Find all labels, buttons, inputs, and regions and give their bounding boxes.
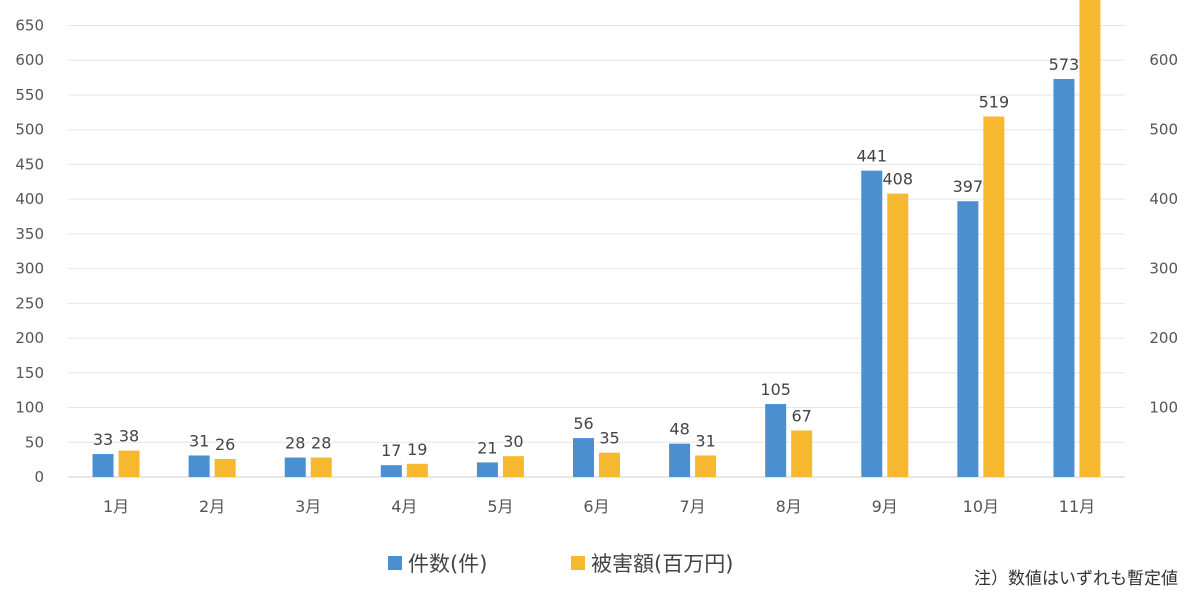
category-label: 7月 bbox=[679, 497, 705, 516]
data-label-count: 33 bbox=[93, 430, 113, 449]
right-axis-ticks: 100 200 300 400 500 600 bbox=[1149, 51, 1178, 416]
bar-count bbox=[188, 455, 210, 477]
bar-count bbox=[284, 457, 306, 477]
bar-count bbox=[1053, 78, 1075, 477]
legend: 件数(件) 被害額(百万円) bbox=[388, 552, 733, 576]
category-label: 8月 bbox=[776, 497, 802, 516]
bar-count bbox=[476, 462, 498, 477]
bar-damage bbox=[118, 450, 140, 477]
category-label: 9月 bbox=[872, 497, 898, 516]
legend-swatch-damage bbox=[571, 556, 585, 570]
category-label: 5月 bbox=[487, 497, 513, 516]
left-tick-label: 600 bbox=[15, 51, 44, 69]
category-label: 2月 bbox=[199, 497, 225, 516]
legend-label-damage: 被害額(百万円) bbox=[591, 552, 733, 576]
right-tick-label: 500 bbox=[1149, 121, 1178, 139]
legend-swatch-count bbox=[388, 556, 402, 570]
data-label-damage: 35 bbox=[599, 429, 619, 448]
right-tick-label: 400 bbox=[1149, 190, 1178, 208]
left-tick-label: 100 bbox=[15, 399, 44, 417]
category-label: 3月 bbox=[295, 497, 321, 516]
left-tick-label: 150 bbox=[15, 364, 44, 382]
left-tick-label: 200 bbox=[15, 329, 44, 347]
data-label-count: 397 bbox=[953, 177, 984, 196]
data-label-damage: 519 bbox=[979, 93, 1010, 112]
left-tick-label: 400 bbox=[15, 190, 44, 208]
bar-damage bbox=[214, 458, 236, 477]
left-tick-label: 0 bbox=[34, 468, 44, 486]
category-label: 4月 bbox=[391, 497, 417, 516]
data-label-count: 28 bbox=[285, 434, 305, 453]
data-label-count: 21 bbox=[477, 438, 497, 457]
data-label-damage: 38 bbox=[119, 427, 139, 446]
left-axis-ticks: 0 50 100 150 200 250 300 350 400 450 500 550 600 650 bbox=[15, 17, 44, 486]
left-tick-label: 550 bbox=[15, 86, 44, 104]
bar-damage bbox=[695, 455, 717, 477]
bar-damage bbox=[983, 116, 1005, 478]
bar-damage bbox=[406, 463, 428, 477]
data-label-damage: 26 bbox=[215, 435, 235, 454]
data-label-count: 56 bbox=[573, 414, 593, 433]
data-label-damage: 28 bbox=[311, 434, 331, 453]
bar-damage bbox=[599, 452, 620, 477]
category-label: 11月 bbox=[1059, 497, 1095, 516]
bar-count bbox=[92, 454, 114, 477]
data-label-damage: 19 bbox=[407, 440, 427, 459]
data-label-count: 48 bbox=[669, 420, 689, 439]
bar-damage bbox=[1079, 0, 1101, 477]
left-tick-label: 500 bbox=[15, 121, 44, 139]
bar-count bbox=[861, 170, 883, 477]
left-tick-label: 350 bbox=[15, 225, 44, 243]
data-label-count: 31 bbox=[189, 431, 209, 450]
data-label-count: 17 bbox=[381, 441, 401, 460]
bar-count bbox=[957, 201, 979, 477]
data-label-count: 105 bbox=[760, 380, 791, 399]
bars bbox=[92, 0, 1101, 478]
bar-damage bbox=[502, 456, 524, 477]
data-label-count: 573 bbox=[1049, 55, 1080, 74]
bar-damage bbox=[310, 457, 332, 477]
data-label-damage: 67 bbox=[792, 406, 812, 425]
footnote: 注）数値はいずれも暫定値 bbox=[974, 569, 1178, 589]
left-tick-label: 50 bbox=[25, 433, 44, 451]
gridlines bbox=[68, 25, 1125, 478]
data-label-damage: 408 bbox=[882, 170, 913, 189]
bar-count bbox=[669, 443, 691, 477]
bar-damage bbox=[887, 193, 909, 477]
left-tick-label: 250 bbox=[15, 294, 44, 312]
category-labels: 1月 2月 3月 4月 5月 6月 7月 8月 9月 10月 11月 bbox=[103, 497, 1095, 516]
bar-damage bbox=[791, 430, 813, 477]
left-tick-label: 300 bbox=[15, 260, 44, 278]
category-label: 6月 bbox=[583, 497, 609, 516]
data-label-count: 441 bbox=[856, 147, 887, 166]
right-tick-label: 100 bbox=[1149, 399, 1178, 417]
bar-count bbox=[573, 438, 594, 477]
data-label-damage: 31 bbox=[695, 431, 715, 450]
category-label: 10月 bbox=[963, 497, 999, 516]
right-tick-label: 300 bbox=[1149, 260, 1178, 278]
left-tick-label: 450 bbox=[15, 155, 44, 173]
bar-count bbox=[765, 404, 787, 477]
bar-count bbox=[380, 465, 402, 477]
data-label-damage: 30 bbox=[503, 432, 523, 451]
right-tick-label: 200 bbox=[1149, 329, 1178, 347]
right-tick-label: 600 bbox=[1149, 51, 1178, 69]
category-label: 1月 bbox=[103, 497, 129, 516]
legend-label-count: 件数(件) bbox=[408, 552, 487, 576]
left-tick-label: 650 bbox=[15, 17, 44, 35]
